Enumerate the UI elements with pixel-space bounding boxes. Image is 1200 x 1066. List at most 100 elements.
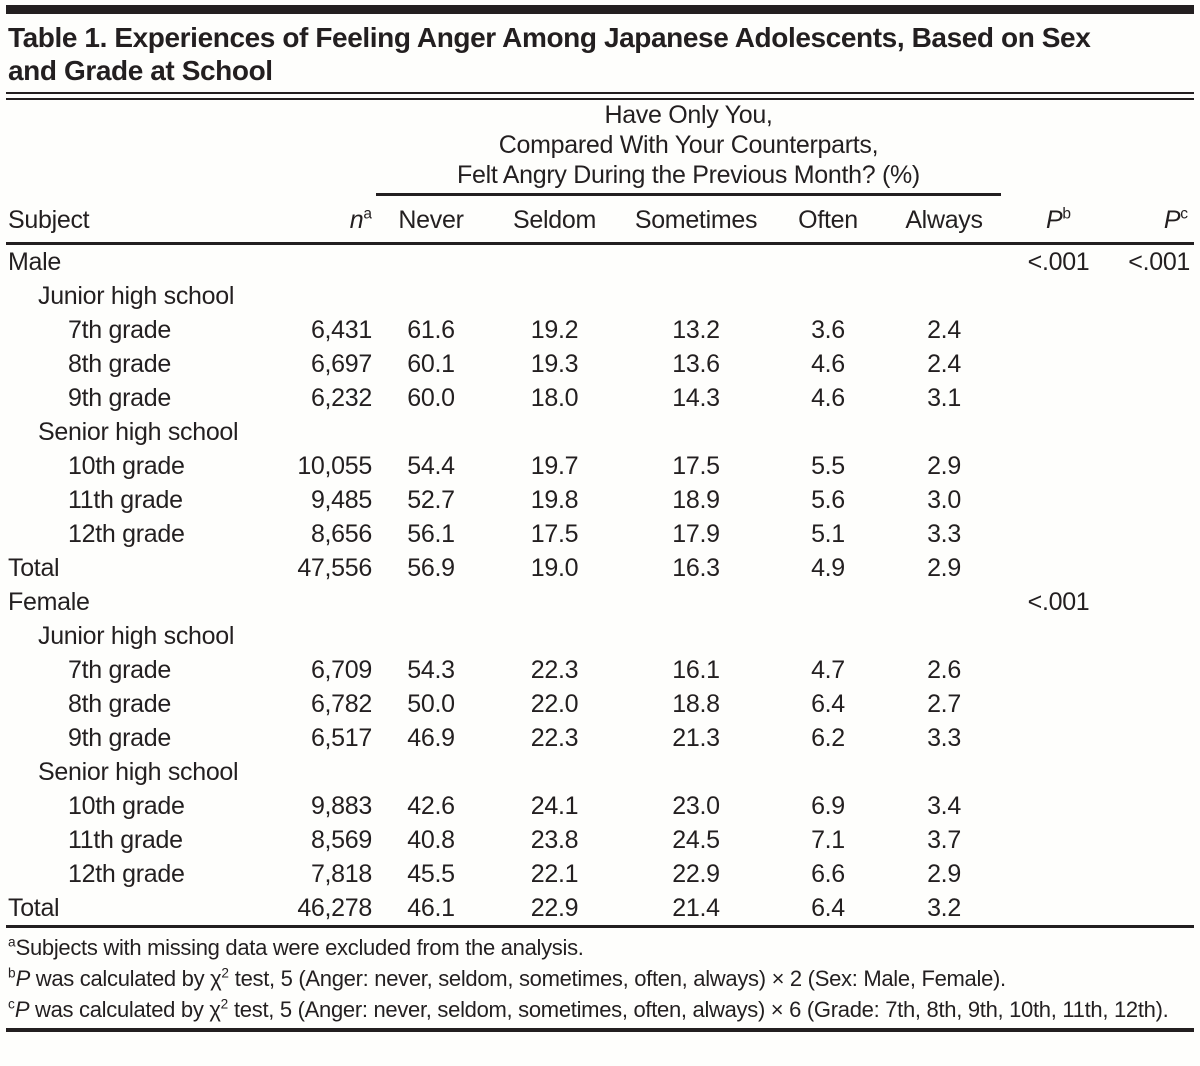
- col-header-always: Always: [887, 196, 1002, 245]
- cell-seldom: 22.0: [530, 689, 579, 718]
- cell-seldom: 19.0: [530, 553, 579, 582]
- cell-pc: [1116, 687, 1194, 721]
- cell-seldom: [486, 755, 623, 789]
- col-header-often: Often: [769, 196, 887, 245]
- table-row: Junior high school: [6, 619, 1194, 653]
- table-body: Male <.001 <.001 Junior high school 7th grad…: [6, 243, 1194, 925]
- cell-sometimes: [623, 585, 769, 619]
- col-header-seldom: Seldom: [486, 196, 623, 245]
- cell-seldom: [486, 585, 623, 619]
- col-header-never: Never: [376, 196, 486, 245]
- cell-n: 6,517: [310, 723, 372, 752]
- cell-pb: [1001, 449, 1116, 483]
- footnote: aSubjects with missing data were exclude…: [8, 934, 584, 960]
- col-header-n: na: [286, 196, 376, 245]
- cell-pc: [1116, 585, 1194, 619]
- table-title-line-1: Table 1. Experiences of Feeling Anger Am…: [8, 22, 1091, 53]
- cell-n: 6,232: [310, 383, 372, 412]
- column-header-row: Subject na Never Seldom Sometimes Often …: [6, 196, 1195, 245]
- cell-seldom: [486, 619, 623, 653]
- cell-often: 5.1: [811, 519, 845, 548]
- col-header-pc: Pc: [1116, 196, 1195, 245]
- cell-always: 3.2: [927, 893, 961, 922]
- table-row: Total 46,278 46.1 22.9 21.4 6.4 3.2: [6, 891, 1194, 925]
- cell-sometimes: 16.3: [672, 553, 720, 582]
- row-label: Male: [8, 247, 61, 276]
- table-row: 9th grade 6,517 46.9 22.3 21.3 6.2 3.3: [6, 721, 1194, 755]
- cell-often: 7.1: [811, 825, 845, 854]
- cell-pc: [1116, 381, 1194, 415]
- cell-sometimes: 18.9: [672, 485, 720, 514]
- cell-n: [286, 243, 376, 279]
- cell-often: 5.6: [811, 485, 845, 514]
- cell-never: 52.7: [407, 485, 455, 514]
- cell-pb: [1001, 313, 1116, 347]
- cell-never: [376, 415, 486, 449]
- cell-n: 47,556: [297, 553, 372, 582]
- cell-pb: [1001, 517, 1116, 551]
- row-label: Total: [8, 553, 60, 582]
- cell-often: 4.6: [811, 383, 845, 412]
- table-row: Male <.001 <.001: [6, 243, 1194, 279]
- cell-often: 5.5: [811, 451, 845, 480]
- cell-pc: [1116, 313, 1194, 347]
- cell-sometimes: 23.0: [672, 791, 720, 820]
- cell-often: [769, 243, 887, 279]
- cell-never: 56.1: [407, 519, 455, 548]
- col-header-subject: Subject: [6, 196, 286, 245]
- cell-always: 3.3: [927, 519, 961, 548]
- cell-never: 60.1: [407, 349, 455, 378]
- row-label: 11th grade: [68, 825, 183, 854]
- cell-pc: <.001: [1128, 247, 1191, 276]
- cell-sometimes: [623, 755, 769, 789]
- title-divider: [6, 92, 1194, 100]
- table-row: 9th grade 6,232 60.0 18.0 14.3 4.6 3.1: [6, 381, 1194, 415]
- cell-sometimes: 21.4: [672, 893, 720, 922]
- cell-seldom: 19.8: [530, 485, 579, 514]
- cell-pb: [1001, 381, 1116, 415]
- cell-always: 2.7: [927, 689, 961, 718]
- span-header-line-1: Have Only You,: [604, 101, 773, 129]
- table-title-line-2: and Grade at School: [8, 55, 273, 86]
- cell-pb: [1001, 857, 1116, 891]
- cell-pc: [1116, 483, 1194, 517]
- cell-sometimes: 21.3: [672, 723, 720, 752]
- cell-sometimes: [623, 243, 769, 279]
- table-row: 7th grade 6,431 61.6 19.2 13.2 3.6 2.4: [6, 313, 1194, 347]
- cell-never: 54.3: [407, 655, 455, 684]
- cell-sometimes: [623, 415, 769, 449]
- cell-n: 6,431: [310, 315, 372, 344]
- row-label: 8th grade: [68, 689, 171, 718]
- cell-never: [376, 585, 486, 619]
- cell-never: [376, 279, 486, 313]
- cell-often: 6.9: [811, 791, 845, 820]
- cell-n: 9,485: [310, 485, 372, 514]
- cell-pb: <.001: [1027, 247, 1090, 276]
- cell-never: 56.9: [407, 553, 455, 582]
- cell-often: [769, 755, 887, 789]
- table-row: Total 47,556 56.9 19.0 16.3 4.9 2.9: [6, 551, 1194, 585]
- cell-pb: [1001, 619, 1116, 653]
- span-header-spacer-right: [1001, 100, 1194, 196]
- cell-seldom: 19.3: [530, 349, 579, 378]
- span-header: Have Only You, Compared With Your Counte…: [376, 100, 1002, 196]
- cell-sometimes: 18.8: [672, 689, 720, 718]
- cell-never: [376, 755, 486, 789]
- cell-n: 8,569: [310, 825, 372, 854]
- row-label: 10th grade: [68, 791, 185, 820]
- cell-n: [286, 755, 376, 789]
- cell-pb: [1001, 483, 1116, 517]
- cell-n: 6,697: [310, 349, 372, 378]
- col-header-pb: Pb: [1001, 196, 1117, 245]
- cell-never: 50.0: [407, 689, 455, 718]
- cell-pb: [1001, 415, 1116, 449]
- cell-n: [286, 585, 376, 619]
- cell-often: [769, 619, 887, 653]
- cell-always: [887, 585, 1001, 619]
- cell-seldom: [486, 243, 623, 279]
- cell-always: 3.7: [927, 825, 961, 854]
- cell-sometimes: 14.3: [672, 383, 720, 412]
- cell-never: 46.9: [407, 723, 455, 752]
- table-row: 11th grade 9,485 52.7 19.8 18.9 5.6 3.0: [6, 483, 1194, 517]
- cell-seldom: [486, 279, 623, 313]
